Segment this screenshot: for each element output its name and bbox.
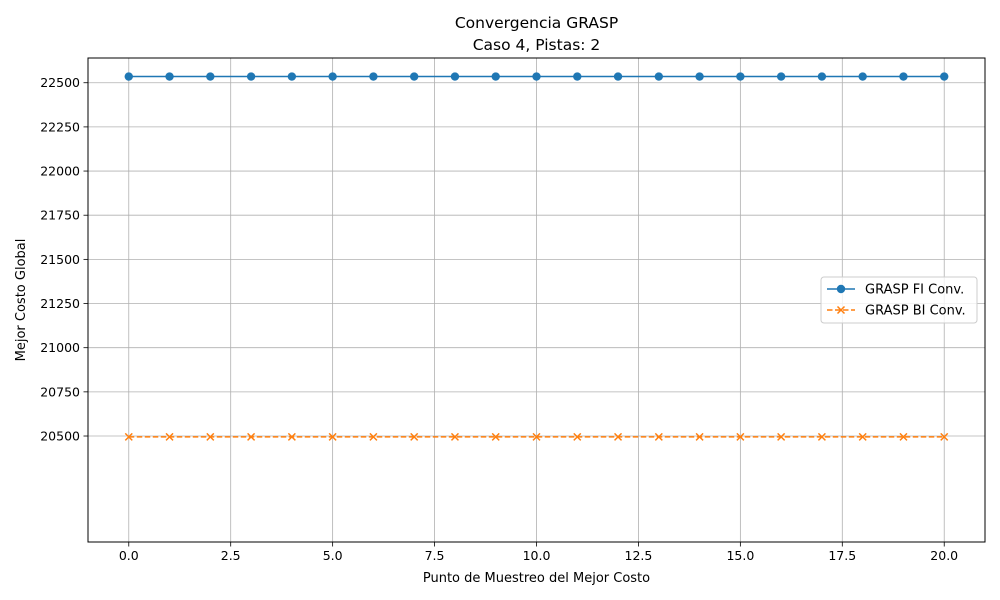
- data-point: [124, 432, 133, 441]
- y-tick-label: 22250: [40, 119, 80, 134]
- x-marker-stroke: [695, 432, 704, 441]
- data-point: [328, 72, 337, 81]
- data-point: [450, 432, 459, 441]
- data-point: [940, 72, 949, 81]
- y-axis-label: Mejor Costo Global: [14, 239, 29, 362]
- data-point: [776, 72, 786, 81]
- x-marker-stroke: [777, 432, 786, 441]
- x-marker-stroke: [165, 432, 174, 441]
- data-point: [573, 432, 582, 441]
- data-point: [940, 432, 949, 441]
- x-marker-stroke: [247, 432, 256, 441]
- y-tick-label: 21250: [40, 296, 80, 311]
- data-point: [532, 72, 541, 81]
- x-tick-label: 7.5: [425, 548, 445, 563]
- y-tick-label: 21500: [40, 252, 80, 267]
- x-tick-label: 0.0: [119, 548, 139, 563]
- x-marker-stroke: [614, 432, 623, 441]
- legend-label-bi: GRASP BI Conv.: [865, 304, 966, 319]
- x-marker-stroke: [369, 432, 378, 441]
- x-marker-stroke: [817, 432, 826, 441]
- x-axis-label: Punto de Muestreo del Mejor Costo: [423, 571, 650, 586]
- data-point: [369, 432, 378, 441]
- x-marker-stroke: [573, 432, 582, 441]
- x-marker-stroke: [124, 432, 133, 441]
- data-point: [206, 72, 215, 81]
- data-point: [247, 432, 256, 441]
- data-point: [614, 432, 623, 441]
- data-point: [491, 432, 500, 441]
- y-tick-label: 22500: [40, 75, 80, 90]
- data-point: [124, 72, 133, 81]
- x-marker-stroke: [410, 432, 419, 441]
- data-point: [613, 72, 623, 81]
- y-tick-label: 21000: [40, 340, 80, 355]
- series-grasp-bi: [124, 432, 949, 441]
- data-point: [654, 432, 663, 441]
- x-marker-stroke: [328, 432, 337, 441]
- data-point: [736, 432, 745, 441]
- x-marker-stroke: [858, 432, 867, 441]
- legend-marker-fi: [836, 284, 846, 294]
- data-point: [817, 72, 827, 81]
- data-point: [695, 432, 704, 441]
- data-point: [165, 72, 174, 81]
- data-point: [165, 432, 174, 441]
- data-point: [369, 72, 378, 81]
- data-point: [206, 432, 215, 441]
- data-point: [410, 432, 419, 441]
- chart-subtitle: Caso 4, Pistas: 2: [473, 36, 601, 54]
- x-marker-stroke: [450, 432, 459, 441]
- y-tick-label: 22000: [40, 164, 80, 179]
- x-tick-label: 5.0: [323, 548, 343, 563]
- data-point: [573, 72, 582, 81]
- data-point: [409, 72, 419, 81]
- y-tick-label: 20750: [40, 384, 80, 399]
- data-point: [858, 72, 867, 81]
- data-point: [450, 72, 460, 81]
- x-tick-label: 2.5: [221, 548, 241, 563]
- x-marker-stroke: [654, 432, 663, 441]
- data-point: [899, 432, 908, 441]
- data-point: [287, 432, 296, 441]
- data-point: [736, 72, 745, 81]
- data-point: [695, 72, 704, 81]
- series-grasp-fi: [124, 72, 949, 81]
- data-point: [491, 72, 500, 81]
- series-layer: [124, 72, 949, 441]
- x-tick-label: 12.5: [625, 548, 653, 563]
- legend-marker-bi: [836, 305, 846, 315]
- x-marker-stroke: [287, 432, 296, 441]
- data-point: [777, 432, 786, 441]
- data-point: [328, 432, 337, 441]
- data-point: [532, 432, 541, 441]
- legend-label-fi: GRASP FI Conv.: [865, 283, 964, 298]
- data-point: [858, 432, 867, 441]
- x-marker-stroke: [491, 432, 500, 441]
- legend: GRASP FI Conv. GRASP BI Conv.: [820, 276, 978, 324]
- data-point: [287, 72, 297, 81]
- x-tick-label: 17.5: [828, 548, 856, 563]
- x-marker-stroke: [532, 432, 541, 441]
- x-marker-stroke: [206, 432, 215, 441]
- x-tick-label: 15.0: [726, 548, 754, 563]
- data-point: [246, 72, 256, 81]
- data-point: [817, 432, 826, 441]
- ticks: 0.0 2.5 5.0 7.5 10.0 12.5 15.0 17.5 20.0 20500 207…: [40, 75, 958, 563]
- legend-box: [820, 276, 978, 324]
- x-tick-label: 20.0: [930, 548, 958, 563]
- y-tick-label: 20500: [40, 429, 80, 444]
- y-tick-label: 21750: [40, 208, 80, 223]
- data-point: [899, 72, 908, 81]
- x-tick-label: 10.0: [523, 548, 551, 563]
- x-marker-stroke: [940, 432, 949, 441]
- x-marker-stroke: [899, 432, 908, 441]
- x-marker-stroke: [736, 432, 745, 441]
- chart-title: Convergencia GRASP: [455, 14, 618, 32]
- data-point: [654, 72, 664, 81]
